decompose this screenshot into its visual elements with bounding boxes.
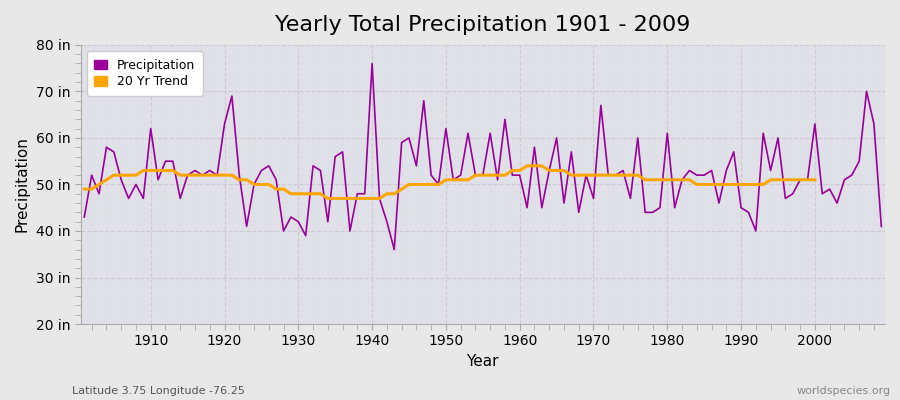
Precipitation <box>876 224 886 229</box>
Precipitation <box>79 215 90 220</box>
20 Yr Trend <box>79 187 90 192</box>
20 Yr Trend <box>522 164 533 168</box>
Precipitation <box>617 168 628 173</box>
20 Yr Trend <box>463 178 473 182</box>
X-axis label: Year: Year <box>466 354 499 369</box>
Precipitation <box>389 247 400 252</box>
Line: 20 Yr Trend: 20 Yr Trend <box>85 166 815 198</box>
Precipitation <box>522 205 533 210</box>
Precipitation <box>138 196 148 201</box>
20 Yr Trend <box>322 196 333 201</box>
Text: worldspecies.org: worldspecies.org <box>796 386 891 396</box>
Title: Yearly Total Precipitation 1901 - 2009: Yearly Total Precipitation 1901 - 2009 <box>275 15 690 35</box>
20 Yr Trend <box>219 173 230 178</box>
Y-axis label: Precipitation: Precipitation <box>15 136 30 232</box>
Precipitation <box>345 228 356 233</box>
Text: Latitude 3.75 Longitude -76.25: Latitude 3.75 Longitude -76.25 <box>72 386 245 396</box>
20 Yr Trend <box>529 164 540 168</box>
Line: Precipitation: Precipitation <box>85 64 881 250</box>
20 Yr Trend <box>788 178 798 182</box>
Precipitation <box>301 233 311 238</box>
Precipitation <box>366 61 377 66</box>
Precipitation <box>529 145 540 150</box>
20 Yr Trend <box>765 178 776 182</box>
20 Yr Trend <box>248 182 259 187</box>
Legend: Precipitation, 20 Yr Trend: Precipitation, 20 Yr Trend <box>86 51 202 96</box>
20 Yr Trend <box>809 178 820 182</box>
